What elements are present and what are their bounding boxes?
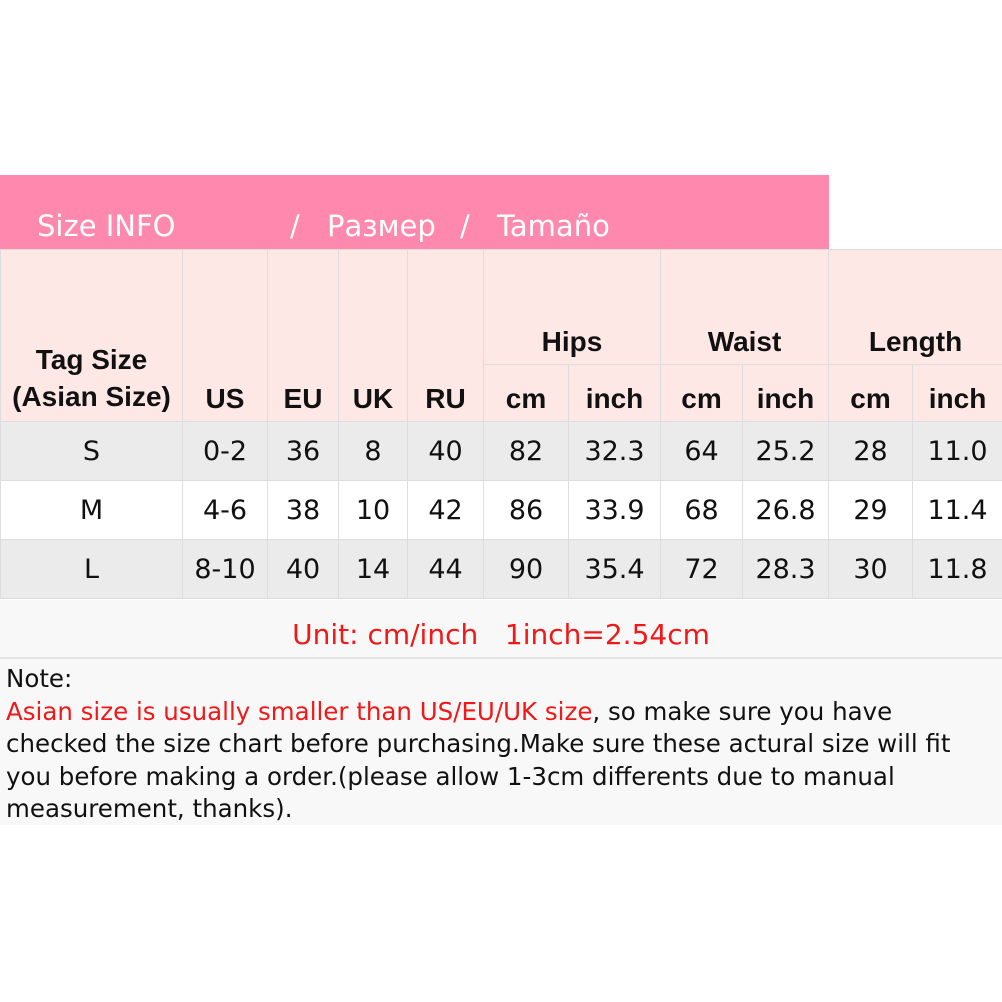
table-cell: 28.3 <box>741 539 830 599</box>
table-cell: 90 <box>483 539 569 599</box>
title-russian: Размер <box>327 209 436 243</box>
header-hips-inch: inch <box>568 364 661 422</box>
table-row: S 0-2 36 8 40 82 32.3 64 25.2 28 11.0 <box>0 421 1002 481</box>
table-cell: 82 <box>483 421 569 481</box>
header-tag-size: Tag Size (Asian Size) <box>0 249 183 422</box>
note-label: Note: <box>6 664 73 693</box>
table-cell: 40 <box>267 539 339 599</box>
table-cell: 33.9 <box>568 480 661 540</box>
title-english: Size INFO <box>37 209 176 243</box>
table-cell: 64 <box>660 421 743 481</box>
header-ru: RU <box>407 249 484 422</box>
table-row: M 4-6 38 10 42 86 33.9 68 26.8 29 11.4 <box>0 480 1002 540</box>
table-cell: 86 <box>483 480 569 540</box>
header-waist: Waist <box>659 249 830 365</box>
size-table: Tag Size (Asian Size) US EU UK RU Hips W… <box>0 249 1002 599</box>
table-cell: 11.8 <box>912 539 1002 599</box>
header-waist-cm: cm <box>660 364 743 422</box>
header-length-cm: cm <box>828 364 914 422</box>
table-cell: 4-6 <box>182 480 268 540</box>
header-hips: Hips <box>483 249 661 365</box>
title-separator: / <box>460 209 470 243</box>
table-cell: 28 <box>828 421 914 481</box>
table-cell: 8 <box>338 421 408 481</box>
unit-note: Unit: cm/inch 1inch=2.54cm <box>0 600 1002 659</box>
table-cell: 10 <box>338 480 408 540</box>
table-cell: 25.2 <box>741 421 830 481</box>
header-length-inch: inch <box>912 364 1002 422</box>
header-hips-cm: cm <box>483 364 569 422</box>
table-cell: L <box>0 539 183 599</box>
table-cell: 72 <box>660 539 743 599</box>
table-cell: 36 <box>267 421 339 481</box>
note-text: Asian size is usually smaller than US/EU… <box>6 696 996 826</box>
table-cell: S <box>0 421 183 481</box>
header-us: US <box>182 249 268 422</box>
header-waist-inch: inch <box>741 364 830 422</box>
table-cell: M <box>0 480 183 540</box>
note-highlight: Asian size is usually smaller than US/EU… <box>6 696 593 726</box>
table-cell: 38 <box>267 480 339 540</box>
note-section: Note: Asian size is usually smaller than… <box>0 659 1002 825</box>
table-cell: 11.4 <box>912 480 1002 540</box>
table-cell: 0-2 <box>182 421 268 481</box>
table-cell: 40 <box>407 421 484 481</box>
table-cell: 29 <box>828 480 914 540</box>
note-rest: , so make sure you have checked the size… <box>6 696 951 824</box>
table-cell: 8-10 <box>182 539 268 599</box>
title-separator: / <box>290 209 300 243</box>
table-cell: 44 <box>407 539 484 599</box>
table-cell: 30 <box>828 539 914 599</box>
table-cell: 35.4 <box>568 539 661 599</box>
table-row: L 8-10 40 14 44 90 35.4 72 28.3 30 11.8 <box>0 539 1002 599</box>
table-cell: 11.0 <box>912 421 1002 481</box>
table-cell: 14 <box>338 539 408 599</box>
header-uk: UK <box>338 249 408 422</box>
table-cell: 42 <box>407 480 484 540</box>
table-cell: 68 <box>660 480 743 540</box>
title-banner: Size INFO / Размер / Tamaño <box>0 175 829 249</box>
table-cell: 26.8 <box>741 480 830 540</box>
header-length: Length <box>828 249 1002 365</box>
header-eu: EU <box>267 249 339 422</box>
title-spanish: Tamaño <box>497 209 610 243</box>
table-cell: 32.3 <box>568 421 661 481</box>
